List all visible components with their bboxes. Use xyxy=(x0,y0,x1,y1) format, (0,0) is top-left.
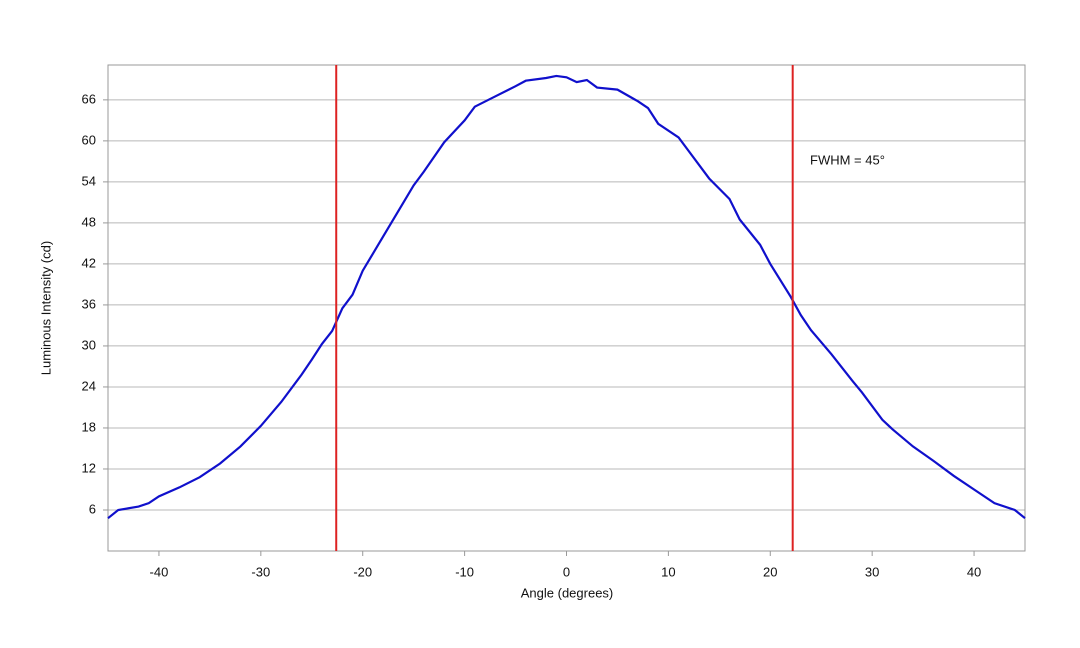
y-tick-label: 36 xyxy=(82,296,96,311)
x-tick-label: -20 xyxy=(353,564,372,579)
x-tick-label: 20 xyxy=(763,564,777,579)
y-axis-label: Luminous Intensity (cd) xyxy=(38,241,53,375)
x-axis-label: Angle (degrees) xyxy=(521,585,614,600)
y-tick-label: 54 xyxy=(82,173,96,188)
x-tick-label: -40 xyxy=(150,564,169,579)
x-tick-label: 0 xyxy=(563,564,570,579)
x-tick-label: -10 xyxy=(455,564,474,579)
y-tick-label: 30 xyxy=(82,337,96,352)
annotation: FWHM = 45° xyxy=(810,152,885,167)
y-tick-label: 24 xyxy=(82,378,96,393)
y-tick-label: 60 xyxy=(82,132,96,147)
y-tick-label: 48 xyxy=(82,214,96,229)
y-tick-label: 42 xyxy=(82,255,96,270)
x-tick-label: 30 xyxy=(865,564,879,579)
x-tick-label: -30 xyxy=(251,564,270,579)
y-tick-label: 12 xyxy=(82,460,96,475)
data-line xyxy=(107,74,1026,520)
plot-frame xyxy=(107,64,1026,552)
y-tick-label: 18 xyxy=(82,419,96,434)
x-tick-label: 10 xyxy=(661,564,675,579)
y-tick-label: 66 xyxy=(82,91,96,106)
y-tick-label: 6 xyxy=(89,501,96,516)
x-tick-label: 40 xyxy=(967,564,981,579)
